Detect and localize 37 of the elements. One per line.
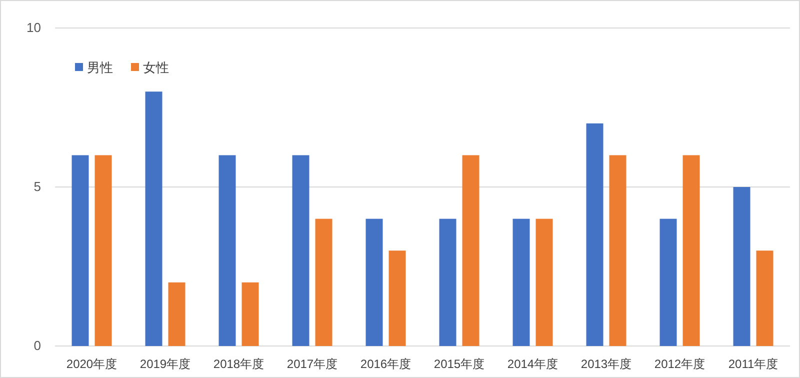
bar xyxy=(366,218,383,346)
bar xyxy=(660,218,677,346)
bar xyxy=(218,155,236,346)
y-tick-label: 10 xyxy=(26,20,41,35)
x-tick-label: 2014年度 xyxy=(507,357,558,371)
bar xyxy=(292,155,310,346)
bar xyxy=(536,218,553,346)
x-tick-label: 2017年度 xyxy=(286,357,338,371)
bar xyxy=(756,250,774,346)
x-tick-label: 2016年度 xyxy=(360,357,412,371)
legend-label: 男性 xyxy=(87,60,113,75)
bar xyxy=(315,218,332,346)
legend-男性: 男性 xyxy=(75,60,113,75)
x-tick-label: 2013年度 xyxy=(580,357,632,371)
bar xyxy=(388,250,406,346)
bar xyxy=(682,155,700,346)
x-tick-label: 2020年度 xyxy=(66,357,118,371)
y-tick-label: 5 xyxy=(34,179,41,194)
bar xyxy=(586,123,604,346)
bar xyxy=(462,155,480,346)
bar xyxy=(439,218,456,346)
bar xyxy=(168,282,186,346)
bar xyxy=(145,92,162,346)
bar xyxy=(609,155,626,346)
bar xyxy=(72,155,89,346)
x-tick-label: 2012年度 xyxy=(654,357,706,371)
x-tick-label: 2015年度 xyxy=(434,357,485,371)
x-tick-label: 2019年度 xyxy=(140,357,191,371)
bar xyxy=(733,187,750,346)
bar xyxy=(94,155,112,346)
x-tick-label: 2018年度 xyxy=(213,357,264,371)
legend-label: 女性 xyxy=(143,60,169,75)
bar xyxy=(512,218,530,346)
bar xyxy=(242,282,259,346)
legend-女性: 女性 xyxy=(131,60,169,75)
y-tick-label: 0 xyxy=(34,338,41,353)
x-tick-label: 2011年度 xyxy=(728,357,778,371)
